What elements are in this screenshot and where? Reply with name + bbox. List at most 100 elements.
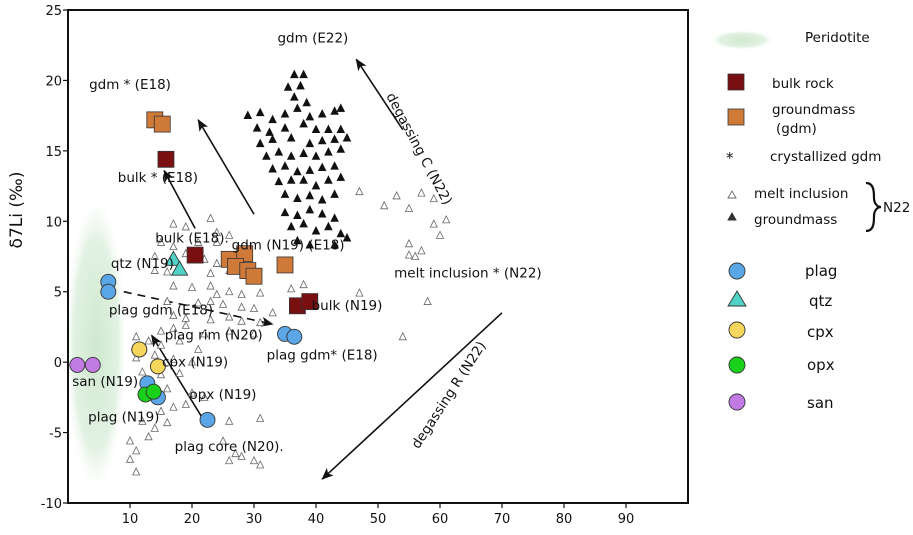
groundmass-gdm-point — [153, 115, 171, 133]
groundmass-n22-point — [290, 69, 299, 79]
melt-inclusion-n22-point — [150, 265, 159, 274]
groundmass-n22-point — [342, 233, 352, 242]
melt-inclusion-n22-point — [268, 307, 277, 317]
melt-inclusion-n22-point — [206, 296, 215, 305]
melt-inclusion-n22-point — [169, 310, 178, 320]
legend-san-marker — [728, 393, 746, 411]
legend-groundmass-label-2: (gdm) — [776, 121, 817, 137]
data-points — [69, 69, 451, 476]
legend-san-label: san — [807, 394, 834, 412]
groundmass-n22-point — [311, 225, 321, 235]
groundmass-n22-point — [268, 164, 277, 173]
y-tick-label: 10 — [45, 215, 62, 230]
melt-inclusion-n22-point — [169, 219, 178, 228]
x-tick-label: 10 — [122, 512, 139, 527]
melt-inclusion-n22-point — [398, 331, 407, 341]
annotation-label: opx (N19) — [190, 387, 257, 403]
legend-bulk-rock-marker — [727, 73, 745, 91]
x-tick-label: 30 — [246, 512, 263, 527]
melt-inclusion-n22-point — [435, 230, 445, 239]
melt-inclusion-n22-point — [231, 448, 240, 458]
groundmass-n22-point — [336, 124, 346, 134]
melt-inclusion-n22-point — [144, 431, 153, 441]
annotation-label: cpx (N19) — [162, 354, 228, 370]
melt-inclusion-n22-point — [169, 354, 178, 363]
groundmass-n22-point — [311, 124, 321, 134]
groundmass-n22-point — [296, 80, 305, 90]
melt-inclusion-n22-point — [404, 238, 414, 248]
plag-point — [199, 411, 216, 428]
annotation-label: bulk (E18). — [155, 230, 229, 246]
melt-inclusion-n22-point — [169, 241, 178, 251]
plag-point — [286, 328, 303, 345]
melt-inclusion-n22-point — [429, 219, 438, 228]
melt-inclusion-n22-point — [256, 288, 265, 297]
bulk-rock-point — [186, 246, 204, 264]
melt-inclusion-n22-point — [187, 357, 197, 366]
arrow — [163, 169, 196, 229]
melt-inclusion-n22-point — [125, 454, 135, 463]
melt-inclusion-n22-point — [181, 399, 190, 408]
melt-inclusion-n22-point — [442, 214, 451, 224]
melt-inclusion-n22-point — [132, 467, 141, 476]
groundmass-n22-point — [283, 82, 293, 91]
melt-inclusion-n22-point — [404, 250, 414, 259]
cpx-point — [149, 358, 166, 375]
legend-melt-inclusion-label: melt inclusion — [754, 186, 848, 202]
melt-inclusion-n22-point — [225, 326, 234, 335]
san-point — [69, 357, 86, 373]
legend-plag-marker — [728, 262, 746, 280]
melt-inclusion-n22-point — [206, 281, 215, 290]
groundmass-n22-point — [280, 189, 290, 198]
melt-inclusion-n22-point — [355, 288, 364, 297]
groundmass-n22-point — [305, 138, 315, 148]
melt-inclusion-n22-point — [392, 191, 401, 200]
groundmass-n22-point — [305, 165, 315, 174]
annotation-label: gdm * (E18) — [89, 77, 171, 93]
groundmass-n22-point — [336, 144, 346, 153]
groundmass-n22-point — [311, 180, 321, 190]
groundmass-n22-point — [311, 151, 321, 160]
legend-groundmass-n22-marker — [727, 212, 737, 221]
melt-inclusion-n22-point — [156, 406, 166, 415]
qtz-point — [170, 260, 189, 276]
melt-inclusion-n22-point — [212, 258, 221, 267]
groundmass-n22-point — [324, 221, 333, 231]
groundmass-n22-point — [324, 124, 333, 134]
melt-inclusion-n22-point — [169, 323, 178, 332]
groundmass-n22-point — [286, 221, 296, 231]
melt-inclusion-n22-point — [187, 282, 197, 291]
groundmass-n22-point — [324, 147, 333, 156]
san-point — [84, 357, 101, 373]
y-axis-title: δ7Li (‰) — [7, 172, 27, 249]
legend-qtz-label: qtz — [809, 292, 832, 310]
groundmass-n22-point — [268, 114, 277, 124]
legend-melt-inclusion-marker — [727, 190, 737, 199]
bulk-rock-point — [157, 150, 175, 168]
melt-inclusion-n22-point — [175, 368, 184, 377]
melt-inclusion-n22-point — [225, 286, 234, 296]
melt-inclusion-n22-point — [156, 237, 166, 246]
groundmass-n22-point — [262, 151, 271, 160]
groundmass-n22-point — [255, 107, 265, 117]
groundmass-n22-point — [280, 161, 290, 170]
groundmass-n22-point — [305, 240, 315, 249]
groundmass-n22-point — [290, 92, 299, 101]
melt-inclusion-n22-point — [237, 316, 246, 325]
melt-inclusion-n22-point — [187, 388, 197, 397]
legend-n22-brace — [865, 181, 882, 233]
melt-inclusion-n22-point — [380, 200, 389, 210]
melt-inclusion-n22-point — [132, 445, 141, 455]
melt-inclusion-n22-point — [218, 299, 228, 308]
groundmass-gdm-point — [236, 245, 254, 263]
groundmass-n22-point — [293, 210, 302, 219]
melt-inclusion-n22-point — [181, 222, 190, 231]
melt-inclusion-n22-point — [249, 329, 259, 338]
melt-inclusion-n22-point — [249, 455, 259, 465]
melt-inclusion-n22-point — [218, 436, 228, 445]
legend-plag-label: plag — [805, 262, 837, 280]
groundmass-gdm-point — [245, 267, 263, 285]
melt-inclusion-n22-point — [423, 296, 432, 305]
melt-inclusion-n22-point — [206, 213, 215, 222]
